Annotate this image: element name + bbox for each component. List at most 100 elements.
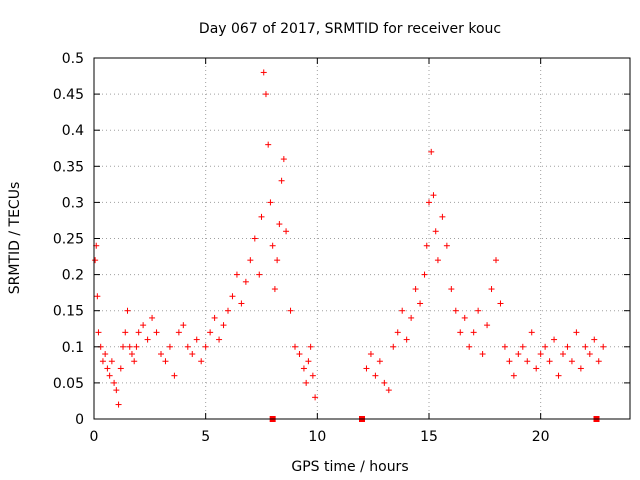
data-point (412, 286, 419, 293)
data-point (510, 372, 517, 379)
y-tick-label: 0.5 (62, 51, 84, 67)
data-point (242, 278, 249, 285)
data-point (283, 228, 290, 235)
data-point (104, 365, 111, 372)
data-point (260, 69, 267, 76)
data-point (131, 358, 138, 365)
data-point (595, 358, 602, 365)
data-point (140, 322, 147, 329)
y-tick-label: 0.15 (53, 304, 84, 320)
data-point (211, 314, 218, 321)
x-tick-label: 0 (90, 429, 99, 445)
data-point (367, 351, 374, 358)
data-point (363, 365, 370, 372)
data-point (171, 372, 178, 379)
data-point (312, 394, 319, 401)
data-point (166, 343, 173, 350)
data-point (466, 343, 473, 350)
data-point (158, 351, 164, 358)
data-point (133, 343, 140, 350)
data-point (115, 401, 122, 408)
data-point (106, 372, 113, 379)
data-point (428, 148, 435, 155)
y-tick-label: 0 (75, 412, 84, 428)
data-point (265, 141, 272, 148)
data-point (381, 379, 388, 386)
x-tick-label: 15 (420, 429, 438, 445)
data-point (475, 307, 482, 314)
data-point (108, 358, 115, 365)
data-point (568, 358, 575, 365)
data-point (135, 329, 142, 336)
data-point (149, 314, 156, 321)
data-point (220, 322, 227, 329)
data-point (586, 351, 593, 358)
data-point (555, 372, 562, 379)
data-point (124, 307, 131, 314)
data-points (92, 69, 607, 408)
data-point (573, 329, 580, 336)
data-point (432, 228, 439, 235)
y-tick-label: 0.2 (62, 268, 84, 284)
data-point (269, 242, 276, 249)
data-point (162, 358, 169, 365)
data-point (479, 351, 486, 358)
data-point (421, 271, 428, 278)
data-point (457, 329, 464, 336)
y-tick-label: 0.1 (62, 340, 84, 356)
data-point (189, 351, 196, 358)
data-point (300, 365, 307, 372)
data-point (493, 257, 499, 264)
chart-title: Day 067 of 2017, SRMTID for receiver kou… (199, 21, 501, 37)
data-point (452, 307, 459, 314)
y-tick-label: 0.05 (53, 376, 84, 392)
data-point (488, 286, 495, 293)
data-point (256, 271, 263, 278)
y-axis-ticks: 0 0.05 0.1 0.15 0.2 0.25 0.3 0.35 0.4 0.45 0.5 (53, 51, 630, 428)
y-tick-label: 0.4 (62, 123, 84, 139)
data-point (102, 351, 109, 358)
data-point (303, 379, 310, 386)
data-point (600, 343, 607, 350)
data-point (426, 199, 432, 206)
data-point (546, 358, 553, 365)
data-point (403, 336, 410, 343)
data-point (309, 372, 316, 379)
data-point (542, 343, 549, 350)
data-point (417, 300, 424, 307)
y-tick-label: 0.3 (62, 195, 84, 211)
data-point (193, 336, 200, 343)
data-point (120, 343, 127, 350)
data-point (175, 329, 182, 336)
data-point (470, 329, 477, 336)
x-tick-label: 20 (532, 429, 550, 445)
data-point (94, 293, 101, 300)
data-point (92, 257, 99, 264)
data-point (274, 257, 281, 264)
data-point (506, 358, 513, 365)
data-point (519, 343, 526, 350)
data-point (537, 351, 544, 358)
data-point (276, 221, 283, 228)
data-point (423, 242, 430, 249)
data-point (238, 300, 245, 307)
data-point (533, 365, 540, 372)
data-point (267, 199, 274, 206)
data-point (528, 329, 535, 336)
grid-lines (94, 58, 630, 419)
data-point (198, 358, 205, 365)
data-point (307, 343, 314, 350)
data-point (207, 329, 214, 336)
data-point (113, 387, 120, 394)
data-point (111, 379, 118, 386)
data-point (144, 336, 151, 343)
data-point (287, 307, 294, 314)
data-point (390, 343, 397, 350)
data-point (117, 365, 124, 372)
data-point (443, 242, 450, 249)
data-point (229, 293, 236, 300)
x-tick-label: 10 (308, 429, 326, 445)
data-point (461, 314, 468, 321)
data-point (262, 91, 269, 98)
data-point (430, 192, 437, 199)
